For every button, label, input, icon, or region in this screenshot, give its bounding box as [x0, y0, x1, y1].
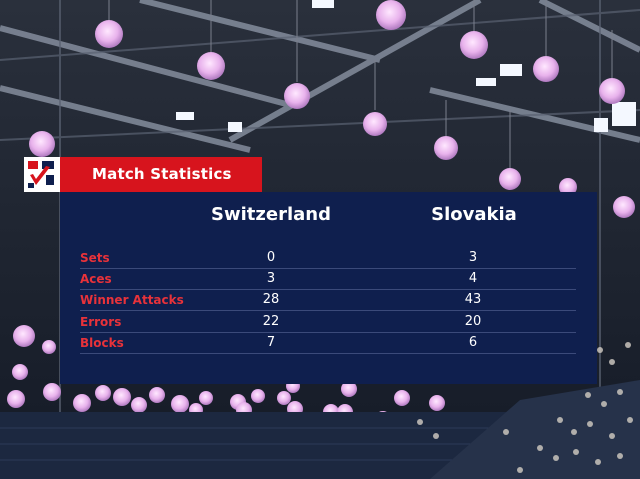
stat-label: Aces	[80, 272, 112, 286]
home-stat-value: 22	[262, 314, 280, 329]
row-divider	[80, 289, 576, 290]
row-divider	[80, 353, 576, 354]
tournament-logo	[24, 157, 60, 192]
stat-row-blocks: Blocks 7 6	[80, 333, 576, 354]
stat-label: Winner Attacks	[80, 293, 184, 307]
stats-panel	[60, 192, 597, 384]
home-stat-value: 7	[266, 335, 276, 350]
away-stat-value: 20	[464, 314, 482, 329]
stat-label: Errors	[80, 315, 122, 329]
tournament-logo-icon	[28, 161, 54, 188]
away-stat-value: 3	[468, 250, 478, 265]
stat-row-errors: Errors 22 20	[80, 312, 576, 333]
title-bar	[60, 157, 262, 192]
row-divider	[80, 268, 576, 269]
row-divider	[80, 332, 576, 333]
stat-row-aces: Aces 3 4	[80, 269, 576, 290]
stat-label: Sets	[80, 251, 110, 265]
row-divider	[80, 310, 576, 311]
away-stat-value: 4	[468, 271, 478, 286]
home-team-name: Switzerland	[211, 204, 331, 225]
away-team-name: Slovakia	[431, 204, 517, 225]
page-title: Match Statistics	[92, 165, 232, 183]
stat-row-winner-attacks: Winner Attacks 28 43	[80, 290, 576, 311]
away-stat-value: 43	[464, 292, 482, 307]
stat-row-sets: Sets 0 3	[80, 248, 576, 269]
away-stat-value: 6	[468, 335, 478, 350]
home-stat-value: 3	[266, 271, 276, 286]
stat-label: Blocks	[80, 336, 124, 350]
home-stat-value: 28	[262, 292, 280, 307]
home-stat-value: 0	[266, 250, 276, 265]
